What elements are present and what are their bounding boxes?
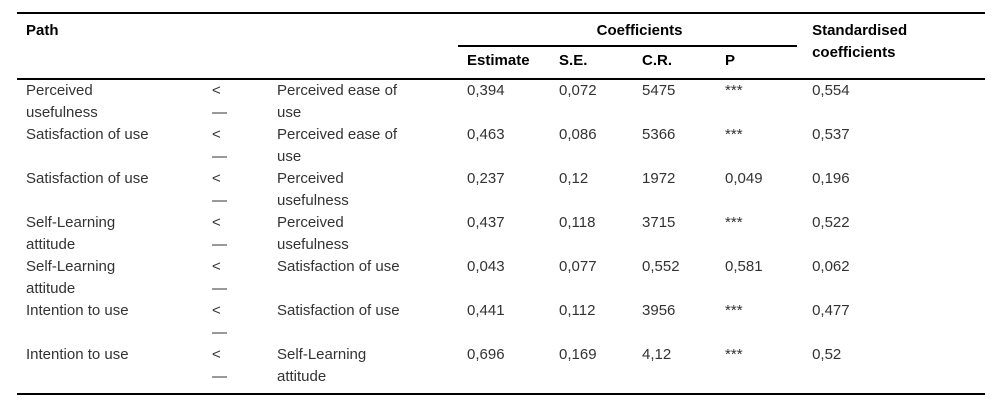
path-arrow: < — xyxy=(212,126,227,165)
se-value: 0,086 xyxy=(559,126,597,143)
table-bottom-rule xyxy=(17,393,985,395)
table-top-rule xyxy=(17,12,985,14)
estimate-value: 0,394 xyxy=(467,82,505,99)
table-row: Self-Learning attitude < — Perceived use… xyxy=(17,212,985,256)
path-predictor: Satisfaction of use xyxy=(277,258,400,275)
standardised-value: 0,52 xyxy=(812,346,842,363)
table-row: Intention to use < — Satisfaction of use… xyxy=(17,300,985,344)
table-body: Perceived usefulness < — Perceived ease … xyxy=(17,80,985,393)
standardised-value: 0,477 xyxy=(812,302,850,319)
cr-value: 1972 xyxy=(642,170,676,187)
cr-value: 5366 xyxy=(642,126,676,143)
estimate-value: 0,237 xyxy=(467,170,505,187)
path-predictor: Perceived ease of use xyxy=(277,126,398,165)
path-arrow: < — xyxy=(212,170,227,209)
path-arrow: < — xyxy=(212,302,227,341)
standardised-value: 0,522 xyxy=(812,214,850,231)
cr-value: 3715 xyxy=(642,214,676,231)
path-predictor: Satisfaction of use xyxy=(277,302,400,319)
column-header-standardised-coefficients: Standardised coefficients xyxy=(812,22,908,61)
table-header: Path Coefficients Standardised coefficie… xyxy=(17,14,985,80)
path-arrow: < — xyxy=(212,258,227,297)
path-arrow: < — xyxy=(212,214,227,253)
p-value: *** xyxy=(725,126,743,143)
se-value: 0,077 xyxy=(559,258,597,275)
header-bottom-rule xyxy=(17,78,985,80)
path-predictor: Perceived ease of use xyxy=(277,82,398,121)
path-arrow: < — xyxy=(212,82,227,121)
p-value: 0,049 xyxy=(725,170,763,187)
column-header-cr: C.R. xyxy=(642,52,673,69)
se-value: 0,169 xyxy=(559,346,597,363)
path-dependent: Satisfaction of use xyxy=(26,126,149,143)
path-dependent: Self-Learning attitude xyxy=(26,258,116,297)
estimate-value: 0,437 xyxy=(467,214,505,231)
column-header-estimate: Estimate xyxy=(467,52,530,69)
estimate-value: 0,463 xyxy=(467,126,505,143)
header-sub-row: Estimate S.E. C.R. P xyxy=(17,47,985,80)
standardised-value: 0,196 xyxy=(812,170,850,187)
path-dependent: Intention to use xyxy=(26,302,129,319)
path-predictor: Perceived usefulness xyxy=(277,214,349,253)
path-dependent: Intention to use xyxy=(26,346,129,363)
column-header-path: Path xyxy=(26,22,59,39)
table-row: Self-Learning attitude < — Satisfaction … xyxy=(17,256,985,300)
table-row: Satisfaction of use < — Perceived ease o… xyxy=(17,124,985,168)
standardised-value: 0,062 xyxy=(812,258,850,275)
p-value: *** xyxy=(725,82,743,99)
path-dependent: Self-Learning attitude xyxy=(26,214,116,253)
path-dependent: Satisfaction of use xyxy=(26,170,149,187)
table-row: Perceived usefulness < — Perceived ease … xyxy=(17,80,985,124)
standardised-value: 0,554 xyxy=(812,82,850,99)
se-value: 0,112 xyxy=(559,302,596,319)
p-value: *** xyxy=(725,346,743,363)
column-header-p: P xyxy=(725,52,736,69)
path-predictor: Perceived usefulness xyxy=(277,170,349,209)
estimate-value: 0,043 xyxy=(467,258,505,275)
table-row: Satisfaction of use < — Perceived useful… xyxy=(17,168,985,212)
cr-value: 0,552 xyxy=(642,258,680,275)
p-value: *** xyxy=(725,302,743,319)
estimate-value: 0,441 xyxy=(467,302,505,319)
standardised-value: 0,537 xyxy=(812,126,850,143)
cr-value: 4,12 xyxy=(642,346,672,363)
se-value: 0,12 xyxy=(559,170,589,187)
path-dependent: Perceived usefulness xyxy=(26,82,98,121)
table-row: Intention to use < — Self-Learning attit… xyxy=(17,344,985,393)
path-arrow: < — xyxy=(212,346,227,385)
column-header-se: S.E. xyxy=(559,52,588,69)
path-coefficients-table: Path Coefficients Standardised coefficie… xyxy=(17,14,985,393)
estimate-value: 0,696 xyxy=(467,346,505,363)
column-group-coefficients: Coefficients xyxy=(596,22,683,39)
p-value: *** xyxy=(725,214,743,231)
se-value: 0,118 xyxy=(559,214,596,231)
se-value: 0,072 xyxy=(559,82,597,99)
cr-value: 3956 xyxy=(642,302,676,319)
path-predictor: Self-Learning attitude xyxy=(277,346,367,385)
coefficients-group-underline xyxy=(458,45,797,47)
p-value: 0,581 xyxy=(725,258,763,275)
header-group-row: Path Coefficients Standardised coefficie… xyxy=(17,14,985,61)
cr-value: 5475 xyxy=(642,82,676,99)
